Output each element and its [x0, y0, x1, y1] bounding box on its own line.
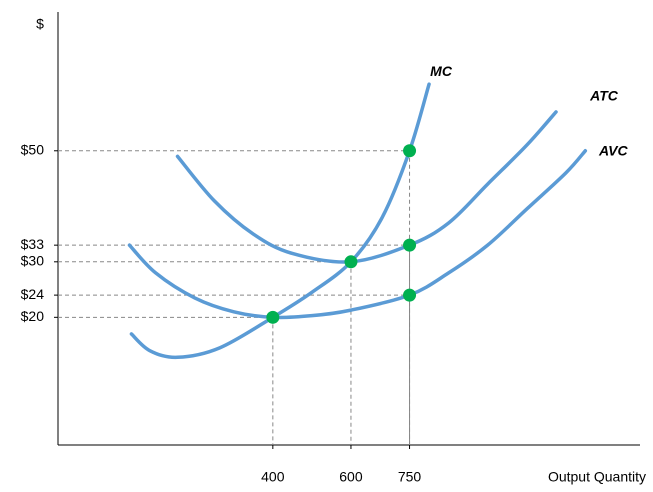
y-axis-label: $ — [36, 16, 44, 32]
x-tick-label: 600 — [339, 469, 363, 485]
y-tick-label: $33 — [21, 236, 45, 252]
point — [403, 288, 417, 302]
curve — [175, 110, 558, 264]
curve — [129, 82, 431, 360]
series-label: AVC — [598, 142, 628, 158]
series-label: MC — [430, 63, 453, 79]
y-tick-label: $50 — [21, 141, 45, 157]
point — [403, 144, 417, 158]
y-tick-label: $20 — [21, 308, 45, 324]
point — [344, 255, 358, 269]
x-tick-label: 750 — [398, 469, 422, 485]
y-tick-label: $24 — [21, 286, 45, 302]
curve — [127, 149, 588, 320]
x-axis-label: Output Quantity — [548, 469, 646, 485]
point — [403, 238, 417, 252]
point — [266, 310, 280, 324]
x-tick-label: 400 — [261, 469, 285, 485]
series-label: ATC — [589, 88, 619, 104]
y-tick-label: $30 — [21, 253, 45, 269]
